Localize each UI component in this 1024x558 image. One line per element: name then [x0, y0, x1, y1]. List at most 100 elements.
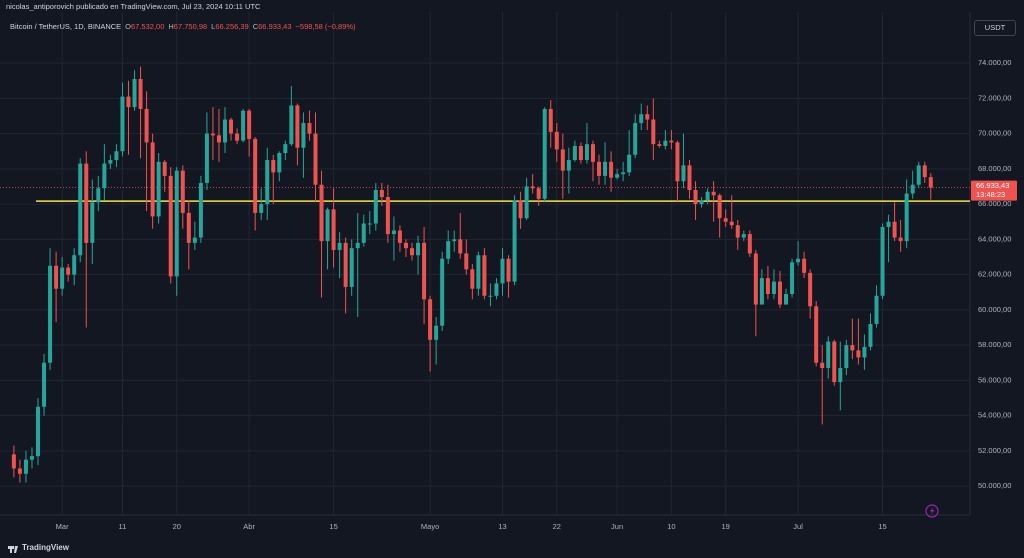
candle-body [42, 362, 47, 407]
candle-body [536, 188, 541, 199]
candle-body [120, 96, 125, 152]
candle-body [90, 202, 95, 243]
candle-body [102, 163, 107, 189]
candle-body [747, 234, 752, 254]
candle-body [138, 78, 143, 109]
candle-body [54, 265, 59, 289]
candle-body [808, 272, 813, 307]
candle-body [494, 283, 499, 296]
candle-body [597, 161, 602, 176]
candle-body [216, 135, 221, 143]
legend-value: 66.256,39 [215, 22, 249, 31]
y-tick-label: 70.000,00 [978, 129, 1011, 138]
alert-icon-bolt [930, 507, 935, 515]
candle-body [379, 190, 384, 198]
candle-body [530, 186, 535, 189]
candle-body [784, 293, 789, 305]
candle-body [108, 160, 113, 164]
candle-body [464, 253, 469, 270]
candle-body [126, 96, 131, 108]
candle-body [669, 140, 674, 143]
candle-body [753, 253, 758, 305]
candle-body [337, 242, 342, 250]
candle-body [325, 209, 330, 242]
x-tick-label: Mayo [421, 522, 439, 531]
candle-body [277, 152, 282, 173]
y-tick-label: 66.000,00 [978, 199, 1011, 208]
candle-body [301, 123, 306, 148]
candle-body [759, 278, 764, 305]
candle-body [204, 133, 209, 183]
header: nicolas_antiporovich publicado en Tradin… [6, 2, 261, 11]
candle-body [844, 345, 849, 369]
y-tick-label: 58.000,00 [978, 340, 1011, 349]
candle-body [838, 368, 843, 383]
candle-body [916, 165, 921, 185]
candle-body [331, 209, 336, 250]
legend-value: 66.933,43 [258, 22, 292, 31]
candle-body [566, 160, 571, 171]
candle-body [307, 123, 312, 134]
candle-body [78, 163, 83, 256]
candle-body [283, 144, 288, 153]
candle-body [271, 160, 276, 173]
candle-body [289, 105, 294, 145]
candle-body [96, 188, 101, 203]
legend-key: H [168, 22, 174, 31]
candle-body [910, 184, 915, 194]
candle-body [898, 237, 903, 242]
price-label: 66.933,43 [976, 181, 1009, 190]
candle-body [470, 269, 475, 289]
currency-button[interactable]: USDT [974, 20, 1016, 36]
candle-body [192, 237, 197, 243]
candle-body [868, 323, 873, 347]
x-tick-label: Jul [793, 522, 803, 531]
candle-body [476, 255, 481, 289]
candle-body [645, 114, 650, 120]
candle-body [711, 191, 716, 196]
x-tick-label: 15 [329, 522, 337, 531]
countdown-label: 13:48:23 [976, 190, 1005, 199]
candle-body [729, 221, 734, 226]
candle-body [410, 248, 415, 256]
candle-body [862, 346, 867, 358]
candle-body [482, 255, 487, 296]
candle-body [168, 175, 173, 277]
candle-body [84, 163, 89, 243]
alert-icon[interactable] [925, 504, 939, 518]
candle-body [717, 195, 722, 219]
candle-body [180, 170, 185, 213]
candle-body [771, 281, 776, 294]
y-tick-label: 50.000,00 [978, 481, 1011, 490]
candle-body [699, 200, 704, 205]
y-tick-label: 68.000,00 [978, 164, 1011, 173]
candle-body [440, 258, 445, 326]
candle-body [313, 133, 318, 185]
candle-body [572, 145, 577, 161]
candle-body [820, 362, 825, 369]
x-tick-label: Mar [56, 522, 69, 531]
y-tick-label: 56.000,00 [978, 375, 1011, 384]
candle-body [343, 242, 348, 287]
candle-body [633, 123, 638, 155]
legend-value: 67.532,00 [131, 22, 165, 31]
candle-body [518, 200, 523, 219]
candle-body [790, 262, 795, 294]
candle-body [500, 258, 505, 284]
candle-body [210, 133, 215, 136]
candle-body [524, 186, 529, 219]
candle-body [114, 151, 119, 161]
candle-body [434, 325, 439, 340]
candle-body [17, 468, 22, 474]
candle-body [48, 265, 53, 363]
y-tick-label: 62.000,00 [978, 270, 1011, 279]
candle-body [856, 350, 861, 358]
candle-body [639, 114, 644, 124]
candle-body [349, 248, 354, 287]
candle-body [904, 193, 909, 242]
candle-body [627, 154, 632, 173]
candle-body [458, 239, 463, 254]
candle-body [554, 131, 559, 150]
